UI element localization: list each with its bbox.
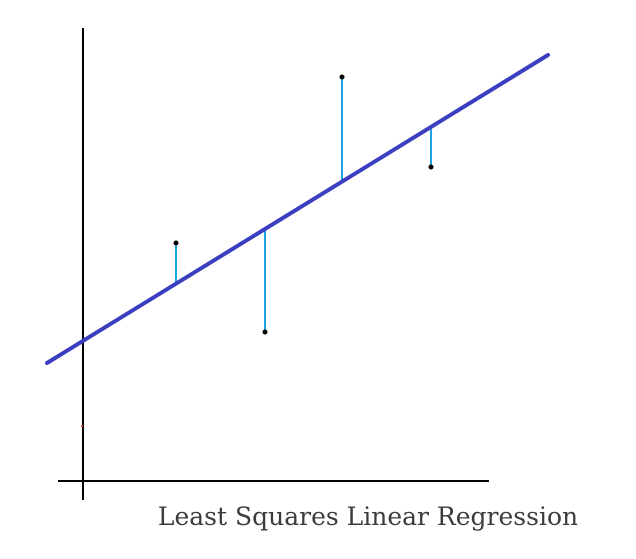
data-point	[428, 164, 434, 170]
residual-lines	[175, 77, 432, 332]
data-point	[173, 240, 179, 246]
small-red-mark	[81, 425, 83, 427]
diagram-caption: Least Squares Linear Regression	[157, 502, 579, 531]
data-point	[339, 74, 345, 80]
data-points	[173, 74, 434, 335]
data-point	[262, 329, 268, 335]
regression-line	[45, 53, 550, 365]
